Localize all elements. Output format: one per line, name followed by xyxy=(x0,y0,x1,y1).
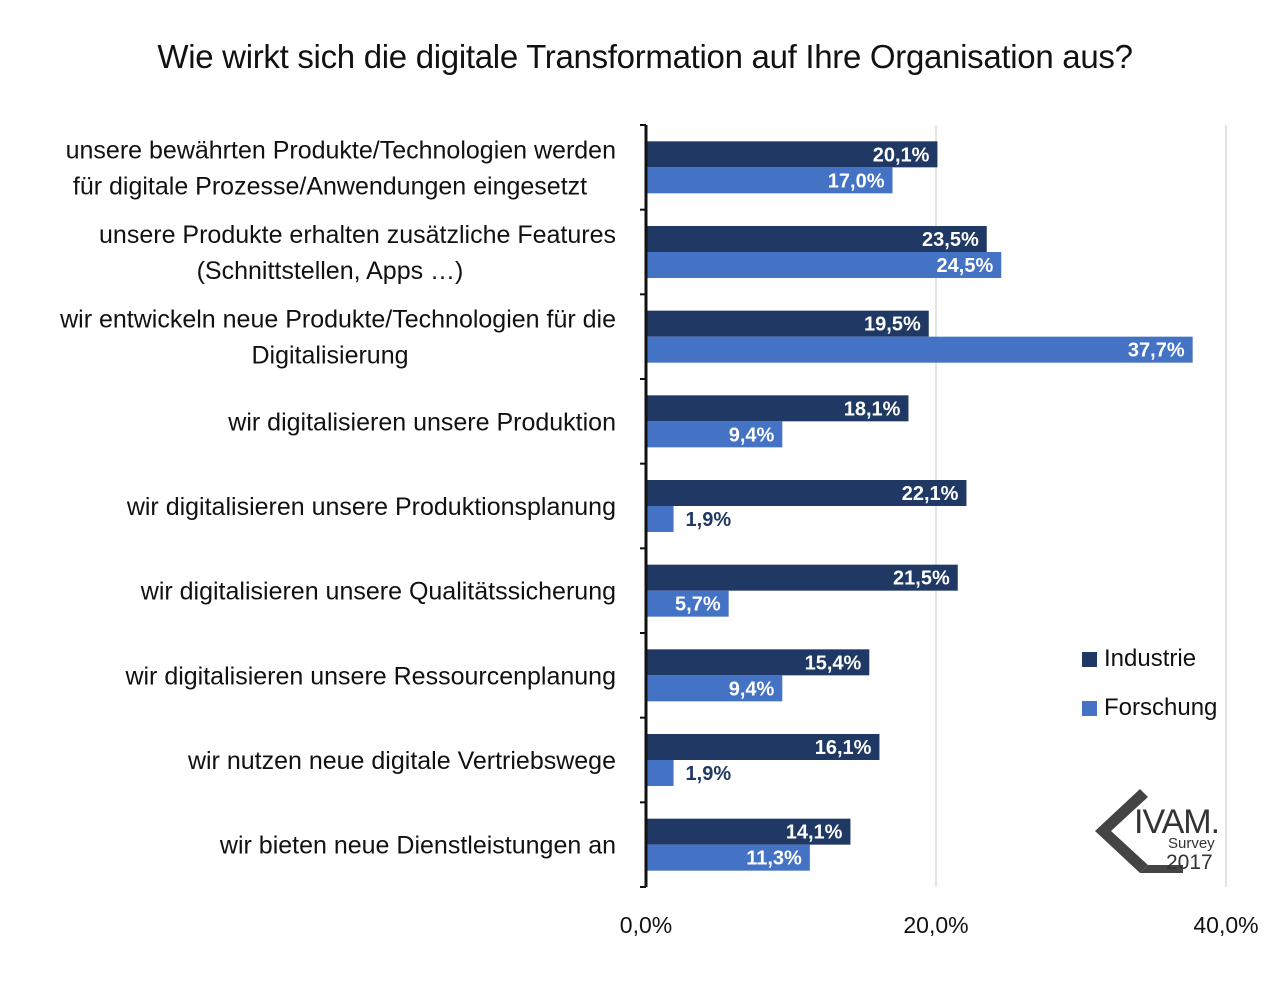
category-label: für digitale Prozesse/Anwendungen einges… xyxy=(73,172,587,200)
bar-industrie xyxy=(646,480,967,506)
bar-forschung xyxy=(646,336,1193,363)
logo-text: IVAM. xyxy=(1134,803,1220,841)
legend-item-forschung: Forschung xyxy=(1082,694,1218,721)
category-label: wir bieten neue Dienstleistungen an xyxy=(219,832,616,860)
bar-industrie xyxy=(646,310,929,337)
ivam-logo-icon xyxy=(1095,789,1183,873)
category-label: unsere bewährten Produkte/Technologien w… xyxy=(66,136,616,164)
category-label: wir digitalisieren unsere Qualitätssiche… xyxy=(140,578,616,606)
data-label: 15,4% xyxy=(805,652,862,674)
bar-industrie xyxy=(646,818,851,845)
bar-forschung xyxy=(646,760,674,786)
bar-forschung xyxy=(646,506,674,532)
data-label: 1,9% xyxy=(686,509,732,531)
bar-forschung xyxy=(646,590,729,617)
data-label: 19,5% xyxy=(864,314,921,336)
legend-swatch-industrie xyxy=(1082,651,1097,667)
legend-label-industrie: Industrie xyxy=(1104,645,1197,672)
bar-industrie xyxy=(646,226,987,252)
x-tick-label: 0,0% xyxy=(620,912,672,938)
bar-industrie xyxy=(646,649,870,676)
category-label: wir digitalisieren unsere Produktionspla… xyxy=(126,493,616,521)
chart-title: Wie wirkt sich die digitale Transformati… xyxy=(157,38,1133,75)
bar-industrie xyxy=(646,141,938,168)
legend-label-forschung: Forschung xyxy=(1104,694,1218,721)
data-label: 20,1% xyxy=(873,144,930,166)
bar-industrie xyxy=(646,395,909,422)
logo-year: 2017 xyxy=(1166,851,1213,874)
category-label: (Schnittstellen, Apps …) xyxy=(197,257,464,285)
data-label: 5,7% xyxy=(675,594,721,616)
bar-industrie xyxy=(646,564,958,591)
data-label: 23,5% xyxy=(922,229,979,251)
legend-swatch-forschung xyxy=(1082,700,1097,716)
data-label: 1,9% xyxy=(686,763,732,785)
category-label: wir entwickeln neue Produkte/Technologie… xyxy=(59,306,616,334)
bar-forschung xyxy=(646,252,1002,278)
bar-forschung xyxy=(646,167,893,194)
category-label: unsere Produkte erhalten zusätzliche Fea… xyxy=(99,221,616,249)
bar-industrie xyxy=(646,734,880,760)
data-label: 37,7% xyxy=(1128,340,1185,362)
category-label: wir digitalisieren unsere Produktion xyxy=(227,408,616,436)
data-label: 11,3% xyxy=(746,848,802,870)
logo-sub: Survey xyxy=(1168,835,1215,852)
legend-item-industrie: Industrie xyxy=(1082,645,1217,672)
data-label: 18,1% xyxy=(844,398,901,420)
category-label: wir digitalisieren unsere Ressourcenplan… xyxy=(124,662,616,690)
data-label: 17,0% xyxy=(828,170,885,192)
data-label: 22,1% xyxy=(902,483,959,505)
x-tick-label: 40,0% xyxy=(1193,912,1258,938)
data-label: 16,1% xyxy=(815,737,872,759)
bar-forschung xyxy=(646,675,783,702)
x-tick-label: 20,0% xyxy=(903,912,968,938)
bar-forschung xyxy=(646,421,783,448)
data-label: 24,5% xyxy=(937,255,994,277)
data-label: 9,4% xyxy=(729,678,775,700)
category-label: wir nutzen neue digitale Vertriebswege xyxy=(187,747,616,775)
data-label: 14,1% xyxy=(786,822,843,844)
data-label: 21,5% xyxy=(893,568,950,590)
category-label: Digitalisierung xyxy=(251,342,408,370)
bar-forschung xyxy=(646,844,810,871)
legend: Industrie Forschung xyxy=(1082,645,1218,744)
data-label: 9,4% xyxy=(729,424,775,446)
